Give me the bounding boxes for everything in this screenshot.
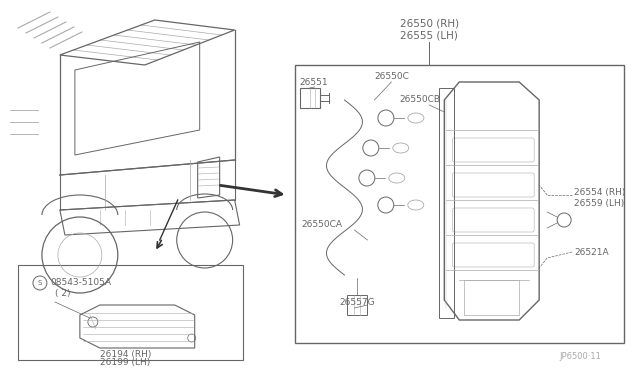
Text: 26194 (RH): 26194 (RH) <box>100 350 151 359</box>
Text: S: S <box>38 280 42 286</box>
Text: 26550C: 26550C <box>374 72 410 81</box>
Text: 26199 (LH): 26199 (LH) <box>100 358 150 367</box>
Text: 26554 (RH): 26554 (RH) <box>574 188 625 197</box>
Text: 26551: 26551 <box>300 78 328 87</box>
Text: 26557G: 26557G <box>339 298 375 307</box>
Bar <box>18 265 243 360</box>
Text: 26550CA: 26550CA <box>301 220 342 229</box>
Text: 26550CB: 26550CB <box>399 95 440 104</box>
Text: 26550 (RH): 26550 (RH) <box>400 18 459 28</box>
Text: 26559 (LH): 26559 (LH) <box>574 199 625 208</box>
Text: JP6500·11: JP6500·11 <box>559 352 601 361</box>
Text: 26521A: 26521A <box>574 248 609 257</box>
Text: 26555 (LH): 26555 (LH) <box>401 30 458 40</box>
Text: ( 2): ( 2) <box>55 289 70 298</box>
Bar <box>294 65 624 343</box>
Text: 08543-5105A: 08543-5105A <box>50 278 111 287</box>
